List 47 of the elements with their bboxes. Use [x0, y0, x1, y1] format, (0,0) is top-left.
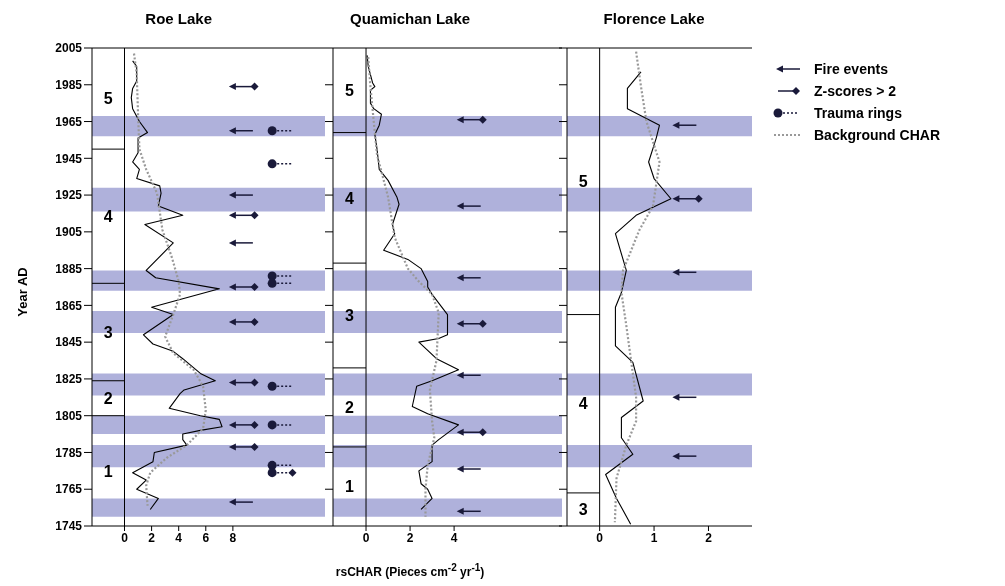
- annotation: 4: [345, 189, 355, 207]
- annotation: 1: [103, 462, 113, 480]
- chart-title: Roe Lake: [144, 10, 214, 27]
- annotation: 4: [103, 207, 113, 225]
- chart-title: Quamichan Lake: [349, 10, 472, 27]
- annotation: 2: [103, 389, 113, 407]
- annotation: 5: [103, 90, 113, 108]
- x-tick-label: 0: [362, 530, 370, 545]
- y-axis-title: Year AD: [14, 267, 30, 317]
- annotation: 1: [345, 478, 355, 496]
- legend-label: Z-scores > 2: [814, 83, 897, 99]
- legend-label: Fire events: [814, 61, 888, 77]
- y-tick-label: 1985: [55, 78, 83, 93]
- x-tick-label: 1: [650, 530, 658, 545]
- x-tick-label: 6: [202, 530, 210, 545]
- annotation: 3: [103, 323, 113, 341]
- chart-title: Florence Lake: [602, 10, 706, 27]
- legend-label: Trauma rings: [814, 105, 902, 121]
- x-tick-label: 2: [406, 530, 414, 545]
- annotation: 5: [578, 172, 588, 190]
- x-tick-label: 8: [229, 530, 237, 545]
- y-tick-label: 1805: [55, 408, 83, 423]
- y-tick-label: 1865: [55, 298, 83, 313]
- y-tick-label: 1785: [55, 445, 83, 460]
- annotation: 3: [345, 307, 355, 325]
- annotation: 4: [578, 395, 588, 413]
- y-tick-label: 1905: [55, 225, 83, 240]
- x-tick-label: 4: [450, 530, 458, 545]
- y-tick-label: 1965: [55, 114, 83, 129]
- y-tick-label: 1745: [55, 519, 83, 534]
- y-tick-label: 1945: [55, 151, 83, 166]
- annotation: 2: [345, 399, 355, 417]
- x-tick-label: 2: [705, 530, 713, 545]
- legend-label: Background CHAR: [814, 127, 941, 143]
- annotation: 3: [578, 501, 588, 519]
- y-tick-label: 1765: [55, 482, 83, 497]
- y-tick-label: 2005: [55, 41, 83, 56]
- y-tick-label: 1845: [55, 335, 83, 350]
- x-axis-title: rsCHAR (Pieces cm$^{-2}$ yr$^{-1}$): [334, 562, 486, 579]
- x-tick-label: 0: [121, 530, 129, 545]
- y-tick-label: 1925: [55, 188, 83, 203]
- x-tick-label: 2: [148, 530, 156, 545]
- annotation: 5: [345, 81, 355, 99]
- y-tick-label: 1825: [55, 372, 83, 387]
- x-tick-label: 0: [596, 530, 604, 545]
- x-tick-label: 4: [175, 530, 183, 545]
- y-tick-label: 1885: [55, 261, 83, 276]
